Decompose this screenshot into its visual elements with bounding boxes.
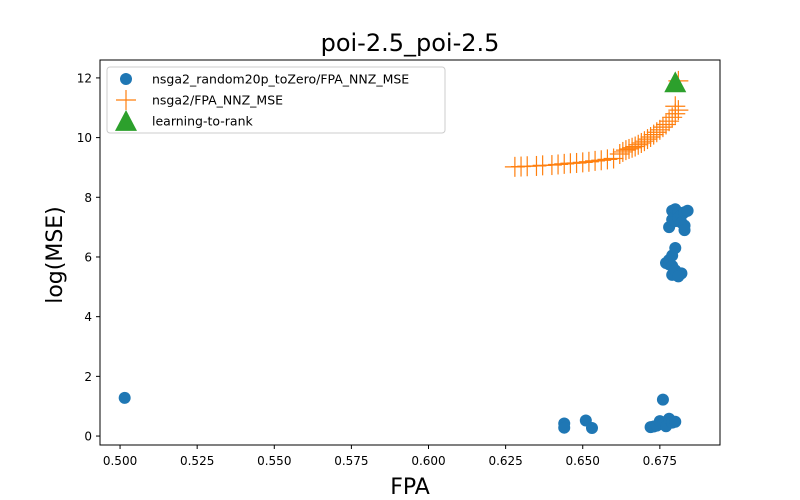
x-tick-label: 0.675 — [643, 454, 677, 468]
chart-title: poi-2.5_poi-2.5 — [321, 29, 500, 57]
x-tick-label: 0.575 — [334, 454, 368, 468]
data-point-plus — [619, 138, 640, 159]
x-tick-label: 0.600 — [411, 454, 445, 468]
data-point-circle — [585, 421, 598, 434]
y-tick-label: 0 — [84, 430, 92, 444]
legend: nsga2_random20p_toZero/FPA_NNZ_MSE nsga2/… — [106, 66, 446, 134]
y-axis-label: log(MSE) — [43, 206, 68, 304]
y-tick-label: 12 — [77, 71, 92, 85]
data-point-circle — [669, 242, 682, 255]
legend-marker — [116, 90, 136, 110]
data-point-circle — [558, 421, 571, 434]
plot-area — [118, 70, 694, 434]
data-point-triangle — [664, 71, 687, 93]
data-point-plus — [668, 100, 689, 121]
data-point-plus — [591, 150, 612, 171]
x-axis-label: FPA — [390, 475, 430, 500]
x-axis: 0.500 0.525 0.550 0.575 0.600 0.625 0.650 0.675 — [103, 445, 677, 468]
x-tick-label: 0.550 — [257, 454, 291, 468]
y-tick-label: 6 — [84, 250, 92, 264]
series-plus — [504, 70, 689, 177]
data-point-circle — [669, 415, 682, 428]
legend-label: learning-to-rank — [152, 114, 254, 129]
legend-marker — [115, 110, 137, 131]
data-point-circle — [656, 393, 669, 406]
y-tick-label: 4 — [84, 310, 92, 324]
x-tick-label: 0.650 — [566, 454, 600, 468]
y-tick-label: 2 — [84, 370, 92, 384]
data-point-circle — [672, 270, 685, 283]
x-tick-label: 0.525 — [180, 454, 214, 468]
y-tick-label: 10 — [77, 131, 92, 145]
legend-frame — [106, 66, 446, 134]
axes-frame — [99, 59, 721, 446]
data-point-circle — [118, 391, 131, 404]
y-axis: 0 2 4 6 8 10 12 — [77, 71, 100, 444]
legend-marker — [120, 73, 132, 85]
data-point-circle — [678, 224, 691, 237]
series-circle — [118, 203, 694, 434]
data-point-circle — [681, 204, 694, 217]
x-tick-label: 0.500 — [103, 454, 137, 468]
y-tick-label: 8 — [84, 191, 92, 205]
legend-label: nsga2_random20p_toZero/FPA_NNZ_MSE — [152, 72, 409, 87]
x-tick-label: 0.625 — [488, 454, 522, 468]
series-triangle — [664, 71, 687, 93]
data-point-plus — [665, 96, 686, 117]
legend-label: nsga2/FPA_NNZ_MSE — [152, 93, 283, 108]
data-point-plus — [578, 151, 599, 172]
